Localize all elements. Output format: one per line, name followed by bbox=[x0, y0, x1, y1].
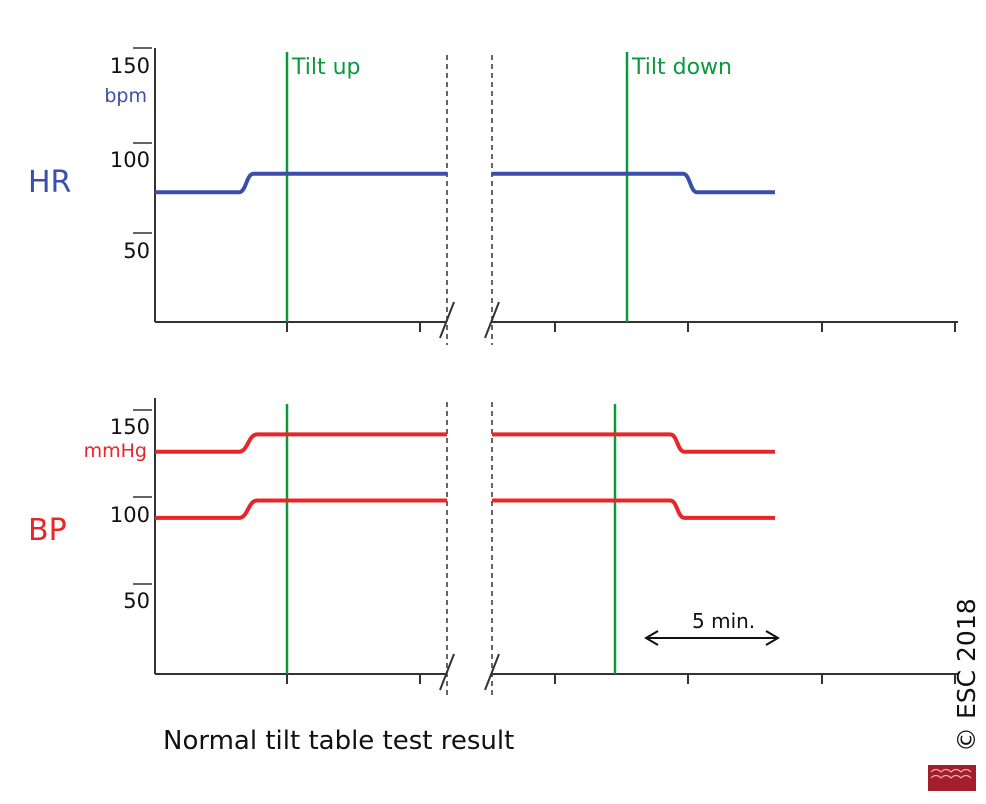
hr-ytick-150: 150 bbox=[110, 54, 150, 78]
bp-diastolic-line bbox=[155, 498, 775, 520]
hr-panel: 150 100 50 bpm HR Tilt up Tilt down bbox=[28, 47, 958, 345]
bp-break-slash-right bbox=[484, 653, 500, 691]
hr-break-slash-left bbox=[439, 301, 455, 339]
bp-ytick-50: 50 bbox=[123, 589, 150, 613]
logo-text: ADRIS bbox=[933, 793, 969, 803]
hr-tilt-up-label: Tilt up bbox=[291, 55, 361, 80]
hr-break-slash-right bbox=[484, 301, 500, 339]
hr-panel-label: HR bbox=[28, 165, 71, 200]
adris-logo: ADRIS bbox=[928, 765, 976, 803]
time-scale-label: 5 min. bbox=[692, 609, 755, 633]
bp-panel: 150 100 50 mmHg BP 5 min. bbox=[28, 398, 958, 697]
hr-x-ticks bbox=[286, 322, 956, 332]
figure-caption: Normal tilt table test result bbox=[163, 726, 514, 756]
hr-unit-label: bpm bbox=[104, 85, 147, 107]
hr-tilt-down-label: Tilt down bbox=[631, 55, 732, 80]
hr-y-tick-marks bbox=[133, 47, 152, 234]
bp-ytick-150: 150 bbox=[110, 415, 150, 439]
bp-panel-label: BP bbox=[28, 513, 67, 548]
bp-systolic-line bbox=[155, 432, 775, 454]
bp-ytick-100: 100 bbox=[110, 503, 150, 527]
hr-ytick-50: 50 bbox=[123, 239, 150, 263]
copyright-notice: © ESC 2018 bbox=[952, 598, 981, 752]
bp-unit-label: mmHg bbox=[84, 440, 147, 462]
time-scale-bar: 5 min. bbox=[644, 609, 780, 646]
hr-ytick-100: 100 bbox=[110, 148, 150, 172]
bp-y-tick-marks bbox=[133, 409, 152, 585]
bp-x-ticks bbox=[286, 674, 956, 684]
bp-break-slash-left bbox=[439, 653, 455, 691]
hr-series-line bbox=[155, 171, 775, 195]
